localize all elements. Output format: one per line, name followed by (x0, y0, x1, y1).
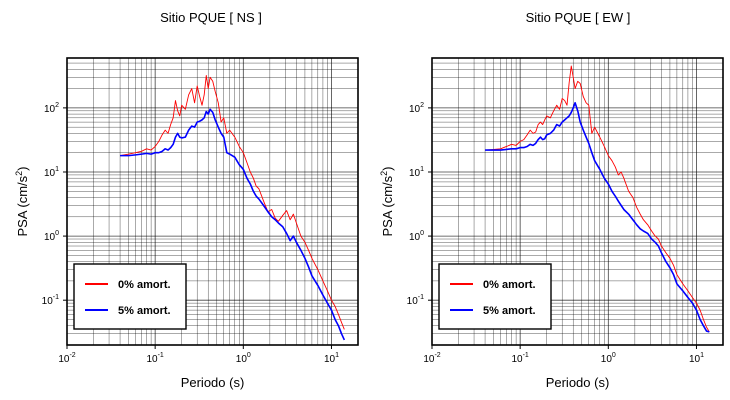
chart-title: Sitio PQUE [ EW ] (526, 10, 631, 25)
chart-panel-2: Sitio PQUE [ EW ] 10-2 10-1 100 101 10-1 100 10… (379, 10, 724, 390)
legend-label: 0% amort. (118, 279, 171, 291)
x-axis-label: Periodo (s) (181, 375, 245, 390)
x-tick-label: 10-1 (511, 352, 528, 365)
chart-panel-1: Sitio PQUE [ NS ] 10-2 10-1 100 101 10-1 100 10… (14, 10, 359, 390)
y-tick-label: 101 (44, 166, 59, 179)
chart-title: Sitio PQUE [ NS ] (160, 10, 262, 25)
x-tick-label: 100 (601, 352, 616, 365)
legend-box (438, 263, 552, 330)
legend: 0% amort. 5% amort. (73, 263, 187, 330)
x-tick-label: 10-2 (58, 352, 75, 365)
x-axis-label: Periodo (s) (546, 375, 610, 390)
legend-label: 5% amort. (483, 305, 536, 317)
y-tick-label: 102 (44, 102, 59, 115)
y-tick-label: 10-1 (42, 294, 59, 307)
series-line-undamped (485, 65, 710, 333)
y-axis-label: PSA (cm/s2) (379, 166, 395, 236)
legend-box (73, 263, 187, 330)
series-line-damped (485, 102, 710, 333)
series-line-damped (120, 108, 346, 341)
y-tick-label: 102 (409, 102, 424, 115)
x-tick-label: 101 (689, 352, 704, 365)
plot-frame (431, 57, 724, 346)
legend-label: 5% amort. (118, 305, 171, 317)
y-tick-label: 10-1 (407, 294, 424, 307)
legend-label: 0% amort. (483, 279, 536, 291)
x-tick-label: 100 (236, 352, 251, 365)
plot-frame (66, 57, 359, 346)
series-line-undamped (119, 75, 345, 330)
y-tick-label: 100 (409, 230, 424, 243)
y-axis-label: PSA (cm/s2) (14, 166, 30, 236)
y-tick-label: 100 (44, 230, 59, 243)
grid (66, 57, 359, 346)
x-tick-label: 10-1 (146, 352, 163, 365)
legend: 0% amort. 5% amort. (438, 263, 552, 330)
x-tick-label: 10-2 (423, 352, 440, 365)
y-tick-label: 101 (409, 166, 424, 179)
x-tick-label: 101 (324, 352, 339, 365)
